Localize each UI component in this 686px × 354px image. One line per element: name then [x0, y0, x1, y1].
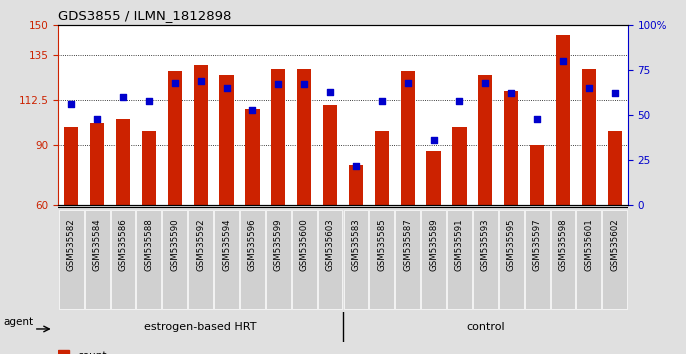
- Bar: [504, 91, 519, 205]
- Bar: [90, 123, 104, 205]
- Point: [273, 81, 284, 87]
- Point: [196, 78, 206, 84]
- Bar: [401, 71, 415, 205]
- Point: [66, 101, 77, 107]
- Point: [583, 85, 594, 91]
- Point: [377, 98, 388, 103]
- Text: GSM535590: GSM535590: [170, 218, 179, 271]
- Bar: [58, 350, 69, 354]
- FancyBboxPatch shape: [188, 210, 213, 309]
- Bar: [582, 69, 596, 205]
- Point: [298, 81, 309, 87]
- FancyBboxPatch shape: [110, 210, 135, 309]
- Point: [454, 98, 465, 103]
- Text: GSM535582: GSM535582: [67, 218, 75, 271]
- Text: GSM535591: GSM535591: [455, 218, 464, 271]
- Point: [92, 116, 103, 121]
- Point: [351, 163, 362, 169]
- FancyBboxPatch shape: [84, 210, 110, 309]
- FancyBboxPatch shape: [163, 210, 187, 309]
- FancyBboxPatch shape: [447, 210, 472, 309]
- Point: [532, 116, 543, 121]
- Text: GSM535594: GSM535594: [222, 218, 231, 271]
- Text: GSM535586: GSM535586: [119, 218, 128, 271]
- Text: GSM535602: GSM535602: [611, 218, 619, 271]
- Text: estrogen-based HRT: estrogen-based HRT: [145, 321, 257, 332]
- Bar: [427, 151, 440, 205]
- Bar: [478, 75, 493, 205]
- Point: [324, 89, 335, 95]
- Point: [609, 91, 620, 96]
- Text: GSM535599: GSM535599: [274, 218, 283, 270]
- Text: GSM535595: GSM535595: [507, 218, 516, 271]
- Text: GSM535600: GSM535600: [300, 218, 309, 271]
- Text: GSM535592: GSM535592: [196, 218, 205, 271]
- FancyBboxPatch shape: [59, 210, 84, 309]
- FancyBboxPatch shape: [395, 210, 420, 309]
- Text: agent: agent: [3, 317, 33, 327]
- Text: GSM535587: GSM535587: [403, 218, 412, 271]
- Text: GSM535601: GSM535601: [584, 218, 593, 271]
- FancyBboxPatch shape: [421, 210, 446, 309]
- Text: GSM535589: GSM535589: [429, 218, 438, 271]
- Point: [169, 80, 180, 85]
- Text: GSM535597: GSM535597: [532, 218, 542, 271]
- Bar: [323, 105, 338, 205]
- FancyBboxPatch shape: [602, 210, 627, 309]
- Bar: [142, 131, 156, 205]
- Point: [221, 85, 232, 91]
- Bar: [220, 75, 234, 205]
- Text: GSM535596: GSM535596: [248, 218, 257, 271]
- FancyBboxPatch shape: [318, 210, 342, 309]
- FancyBboxPatch shape: [525, 210, 549, 309]
- FancyBboxPatch shape: [473, 210, 498, 309]
- FancyBboxPatch shape: [499, 210, 523, 309]
- Bar: [608, 131, 622, 205]
- Bar: [64, 127, 78, 205]
- FancyBboxPatch shape: [240, 210, 265, 309]
- Bar: [116, 119, 130, 205]
- Text: GSM535593: GSM535593: [481, 218, 490, 271]
- Text: GSM535583: GSM535583: [351, 218, 360, 271]
- Text: GSM535585: GSM535585: [377, 218, 386, 271]
- FancyBboxPatch shape: [344, 210, 368, 309]
- Point: [402, 80, 413, 85]
- Point: [558, 58, 569, 64]
- FancyBboxPatch shape: [369, 210, 394, 309]
- Bar: [167, 71, 182, 205]
- Point: [480, 80, 491, 85]
- Text: GDS3855 / ILMN_1812898: GDS3855 / ILMN_1812898: [58, 9, 232, 22]
- Text: control: control: [466, 321, 505, 332]
- Bar: [246, 109, 259, 205]
- Text: GSM535598: GSM535598: [558, 218, 567, 271]
- Point: [117, 94, 128, 100]
- FancyBboxPatch shape: [551, 210, 576, 309]
- Point: [143, 98, 154, 103]
- Bar: [193, 65, 208, 205]
- Bar: [452, 127, 466, 205]
- Text: count: count: [77, 352, 106, 354]
- FancyBboxPatch shape: [266, 210, 291, 309]
- FancyBboxPatch shape: [214, 210, 239, 309]
- FancyBboxPatch shape: [137, 210, 161, 309]
- Bar: [375, 131, 389, 205]
- Text: GSM535588: GSM535588: [144, 218, 154, 271]
- Text: GSM535603: GSM535603: [326, 218, 335, 271]
- Bar: [271, 69, 285, 205]
- Point: [428, 137, 439, 143]
- Bar: [348, 165, 363, 205]
- Point: [247, 107, 258, 113]
- Text: GSM535584: GSM535584: [93, 218, 102, 271]
- Point: [506, 91, 517, 96]
- Bar: [530, 145, 544, 205]
- FancyBboxPatch shape: [292, 210, 317, 309]
- FancyBboxPatch shape: [576, 210, 602, 309]
- Bar: [556, 35, 570, 205]
- Bar: [297, 69, 311, 205]
